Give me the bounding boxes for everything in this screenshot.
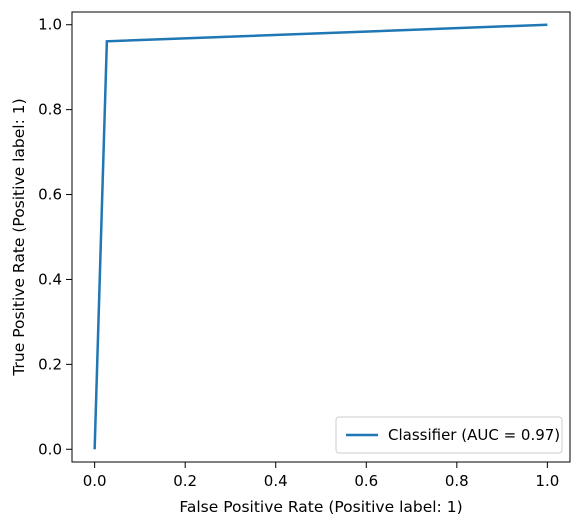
x-axis-label: False Positive Rate (Positive label: 1) — [179, 498, 462, 516]
plot-area — [71, 11, 571, 463]
y-axis-label: True Positive Rate (Positive label: 1) — [10, 98, 28, 376]
x-tick-label: 0.6 — [354, 472, 378, 490]
x-tick-label: 1.0 — [535, 472, 559, 490]
x-tick-label: 0.4 — [264, 472, 288, 490]
legend-box — [335, 416, 563, 454]
x-tick-label: 0.0 — [83, 472, 107, 490]
y-tick-label: 0.6 — [38, 186, 62, 204]
ticks: 0.0 0.2 0.4 0.6 0.8 1.0 0.0 0.2 0.4 0.6 0.8 1.0 — [38, 16, 559, 490]
y-tick-label: 0.0 — [38, 440, 62, 458]
x-tick-label: 0.8 — [445, 472, 469, 490]
y-tick-label: 0.4 — [38, 270, 62, 288]
legend-entry: Classifier (AUC = 0.97) — [388, 426, 560, 444]
y-tick-label: 1.0 — [38, 16, 62, 34]
y-tick-label: 0.8 — [38, 101, 62, 119]
y-tick-label: 0.2 — [38, 355, 62, 373]
axes-frame — [71, 11, 571, 463]
legend: Classifier (AUC = 0.97) — [335, 416, 563, 454]
roc-curve-line — [93, 23, 548, 450]
x-tick-label: 0.2 — [173, 472, 197, 490]
